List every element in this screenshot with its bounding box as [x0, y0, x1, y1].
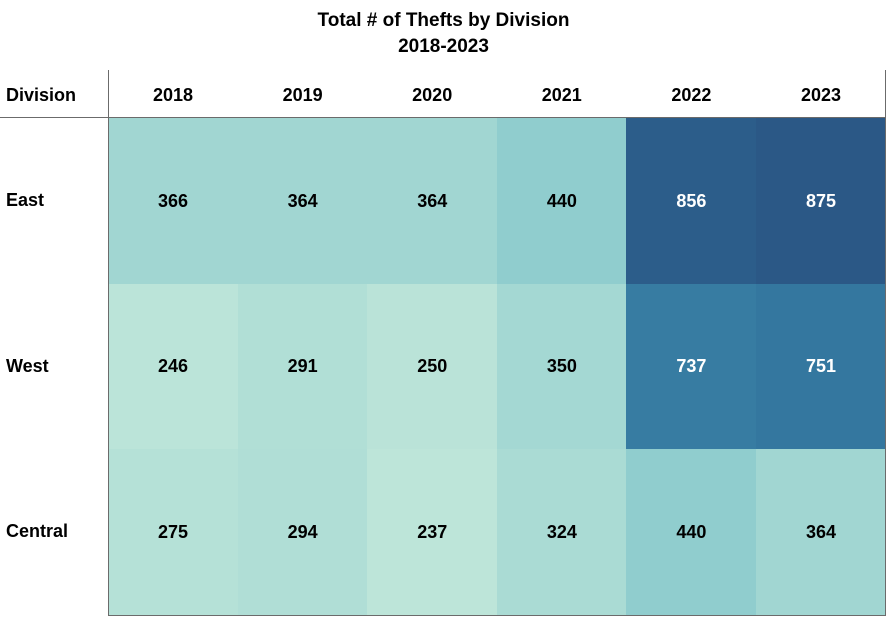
chart-subtitle: 2018-2023 — [398, 36, 489, 57]
year-header-2023: 2023 — [800, 85, 842, 105]
header-divider — [0, 117, 886, 118]
year-header-2022: 2022 — [671, 85, 712, 105]
division-label-west: West — [6, 355, 49, 376]
year-header-2021: 2021 — [541, 85, 582, 105]
heatmap-cell: 350 — [496, 283, 627, 450]
right-border — [885, 70, 886, 616]
heatmap-cell: 246 — [108, 283, 239, 450]
heatmap-cell: 324 — [496, 449, 627, 616]
heatmap-cell: 875 — [756, 118, 887, 285]
year-header-2018: 2018 — [152, 85, 194, 105]
heatmap-cell: 440 — [626, 449, 757, 616]
heatmap-cell: 737 — [626, 283, 757, 450]
heatmap-cell: 237 — [367, 449, 498, 616]
heatmap-cell: 294 — [237, 449, 368, 616]
heatmap-cell: 275 — [108, 449, 239, 616]
heatmap-cell: 440 — [496, 118, 627, 285]
heatmap-cell: 364 — [756, 449, 887, 616]
heatmap-cell: 364 — [237, 118, 368, 285]
heatmap-cell: 250 — [367, 283, 498, 450]
heatmap-cell: 291 — [237, 283, 368, 450]
year-header-2020: 2020 — [412, 85, 453, 105]
heatmap-cell: 856 — [626, 118, 757, 285]
heatmap-cell: 366 — [108, 118, 239, 285]
year-header-2019: 2019 — [282, 85, 323, 105]
chart-title: Total # of Thefts by Division — [317, 10, 570, 31]
heatmap-cell: 751 — [756, 283, 887, 450]
division-column-header: Division — [6, 85, 77, 105]
heatmap-cell: 364 — [367, 118, 498, 285]
vertical-divider — [108, 70, 109, 616]
division-label-east: East — [6, 189, 45, 210]
bottom-border — [108, 615, 886, 616]
division-label-central: Central — [6, 521, 69, 542]
